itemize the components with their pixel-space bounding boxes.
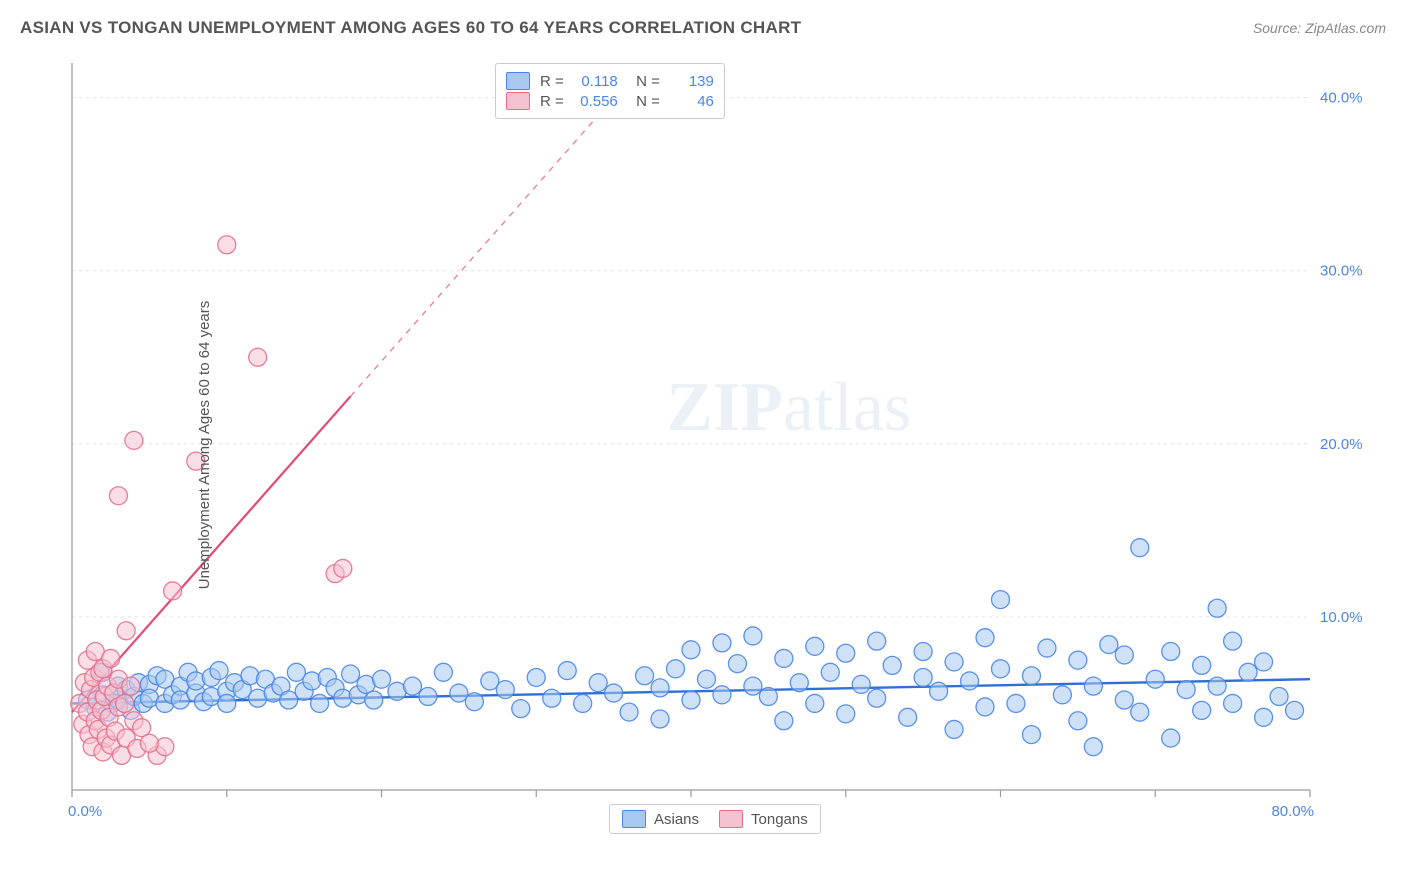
legend-stats: R = 0.118 N = 139 R = 0.556 N = 46	[495, 63, 725, 119]
svg-text:0.0%: 0.0%	[68, 803, 102, 820]
svg-text:20.0%: 20.0%	[1320, 436, 1363, 453]
svg-text:30.0%: 30.0%	[1320, 263, 1363, 280]
svg-text:40.0%: 40.0%	[1320, 90, 1363, 107]
source-label: Source: ZipAtlas.com	[1253, 20, 1386, 36]
legend-swatch	[506, 72, 530, 90]
stat-r-label: R =	[540, 73, 564, 90]
stat-r-value: 0.118	[574, 73, 618, 90]
legend-stats-row: R = 0.118 N = 139	[506, 72, 714, 90]
stat-n-value: 46	[670, 93, 714, 110]
legend-swatch	[622, 810, 646, 828]
stat-n-label: N =	[628, 93, 660, 110]
legend-label: Tongans	[751, 811, 808, 828]
stat-n-value: 139	[670, 73, 714, 90]
legend-label: Asians	[654, 811, 699, 828]
chart-title: ASIAN VS TONGAN UNEMPLOYMENT AMONG AGES …	[20, 18, 801, 38]
stat-n-label: N =	[628, 73, 660, 90]
legend-swatch	[506, 92, 530, 110]
legend-stats-row: R = 0.556 N = 46	[506, 92, 714, 110]
stat-r-label: R =	[540, 93, 564, 110]
scatter-chart: Unemployment Among Ages 60 to 64 years 0…	[50, 55, 1380, 835]
legend-series: Asians Tongans	[609, 804, 821, 834]
svg-text:80.0%: 80.0%	[1271, 803, 1314, 820]
legend-item: Asians	[622, 810, 699, 828]
stat-r-value: 0.556	[574, 93, 618, 110]
legend-item: Tongans	[719, 810, 808, 828]
chart-svg: 0.0% 80.0% 10.0% 20.0% 30.0% 40.0%	[50, 55, 1380, 835]
legend-swatch	[719, 810, 743, 828]
y-axis-label: Unemployment Among Ages 60 to 64 years	[196, 301, 213, 590]
svg-text:10.0%: 10.0%	[1320, 609, 1363, 626]
